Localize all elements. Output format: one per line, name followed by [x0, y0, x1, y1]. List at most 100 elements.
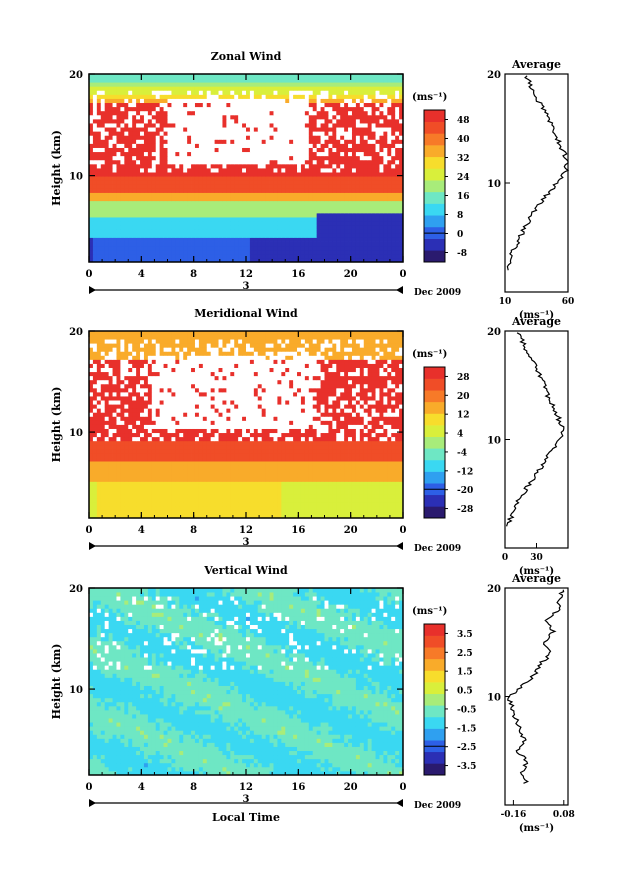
heatmap-cell [300, 74, 306, 79]
heatmap-cell [300, 180, 306, 185]
heatmap-cell [253, 123, 259, 128]
heatmap-cell [155, 469, 161, 474]
heatmap-cell [210, 481, 216, 486]
heatmap-cell [399, 82, 404, 87]
heatmap-cell [312, 151, 318, 157]
heatmap-cell [226, 94, 231, 99]
heatmap-cell [112, 481, 117, 486]
heatmap-cell [273, 110, 278, 116]
heatmap-cell [187, 143, 192, 148]
heatmap-cell [391, 481, 396, 486]
heatmap-cell [136, 465, 141, 470]
heatmap-cell [265, 225, 270, 230]
heatmap-cell [89, 192, 94, 198]
heatmap-cell [375, 457, 380, 462]
heatmap-cell [206, 172, 212, 177]
heatmap-cell [340, 245, 345, 251]
heatmap-cell [96, 82, 102, 87]
heatmap-cell [202, 501, 208, 507]
heatmap-cell [242, 82, 247, 87]
heatmap-cell [253, 237, 259, 242]
heatmap-cell [89, 74, 94, 79]
heatmap-cell [320, 461, 325, 466]
heatmap-cell [320, 118, 325, 124]
heatmap-cell [355, 139, 361, 144]
heatmap-cell [269, 94, 274, 99]
heatmap-cell [304, 513, 310, 519]
heatmap-cell [187, 168, 192, 173]
heatmap-cell [253, 74, 259, 79]
heatmap-cell [89, 497, 94, 503]
heatmap-cell [371, 461, 376, 466]
heatmap-cell [175, 485, 180, 490]
heatmap-cell [136, 225, 141, 230]
heatmap-cell [132, 155, 137, 161]
heatmap-cell [261, 192, 267, 198]
heatmap-cell [367, 229, 373, 234]
heatmap-cell [206, 473, 212, 478]
heatmap-cell [183, 469, 188, 474]
heatmap-cell [191, 477, 196, 482]
heatmap-cell [261, 102, 267, 108]
heatmap-cell [175, 172, 180, 177]
heatmap-cell [359, 163, 365, 169]
heatmap-cell [124, 94, 129, 99]
heatmap-cell [175, 241, 180, 247]
heatmap-cell [359, 241, 365, 247]
heatmap-cell [89, 477, 94, 482]
heatmap-cell [108, 229, 113, 234]
heatmap-cell [210, 94, 216, 99]
heatmap-cell [120, 217, 125, 222]
heatmap-cell [359, 78, 365, 83]
heatmap-cell [281, 249, 286, 255]
heatmap-cell [89, 461, 94, 466]
heatmap-cell [226, 176, 231, 181]
heatmap-cell [116, 118, 121, 124]
heatmap-cell [124, 473, 129, 478]
heatmap-cell [340, 168, 345, 173]
heatmap-cell [132, 212, 137, 218]
heatmap-cell [206, 237, 212, 242]
heatmap-cell [140, 208, 145, 214]
heatmap-cell [249, 212, 255, 218]
heatmap-cell [336, 139, 341, 144]
heatmap-cell [387, 253, 392, 259]
heatmap-cell [238, 497, 243, 503]
heatmap-cell [112, 212, 117, 218]
heatmap-cell [277, 196, 282, 202]
heatmap-cell [324, 192, 329, 198]
heatmap-cell [108, 237, 113, 242]
heatmap-cell [183, 513, 188, 519]
heatmap-cell [261, 131, 267, 136]
heatmap-cell [230, 127, 235, 132]
heatmap-cell [324, 82, 329, 87]
heatmap-cell [128, 457, 133, 462]
heatmap-cell [297, 513, 302, 519]
heatmap-cell [269, 196, 274, 202]
heatmap-cell [308, 489, 314, 495]
heatmap-cell [112, 106, 117, 112]
heatmap-cell [297, 204, 302, 210]
heatmap-cell [242, 188, 247, 193]
heatmap-cell [143, 461, 149, 466]
heatmap-cell [108, 192, 113, 198]
heatmap-cell [395, 98, 400, 104]
heatmap-cell [128, 461, 133, 466]
heatmap-cell [226, 98, 231, 104]
heatmap-cell [226, 90, 231, 95]
heatmap-cell [340, 188, 345, 193]
heatmap-cell [399, 78, 404, 83]
heatmap-cell [277, 192, 282, 198]
heatmap-cell [167, 465, 172, 470]
heatmap-cell [399, 253, 404, 259]
heatmap-cell [108, 159, 113, 165]
heatmap-cell [120, 86, 125, 91]
heatmap-cell [214, 493, 219, 499]
heatmap-cell [132, 78, 137, 83]
heatmap-cell [230, 469, 235, 474]
heatmap-cell [328, 163, 333, 169]
heatmap-cell [218, 457, 223, 462]
heatmap-cell [147, 94, 153, 99]
heatmap-cell [175, 208, 180, 214]
heatmap-cell [175, 147, 180, 153]
